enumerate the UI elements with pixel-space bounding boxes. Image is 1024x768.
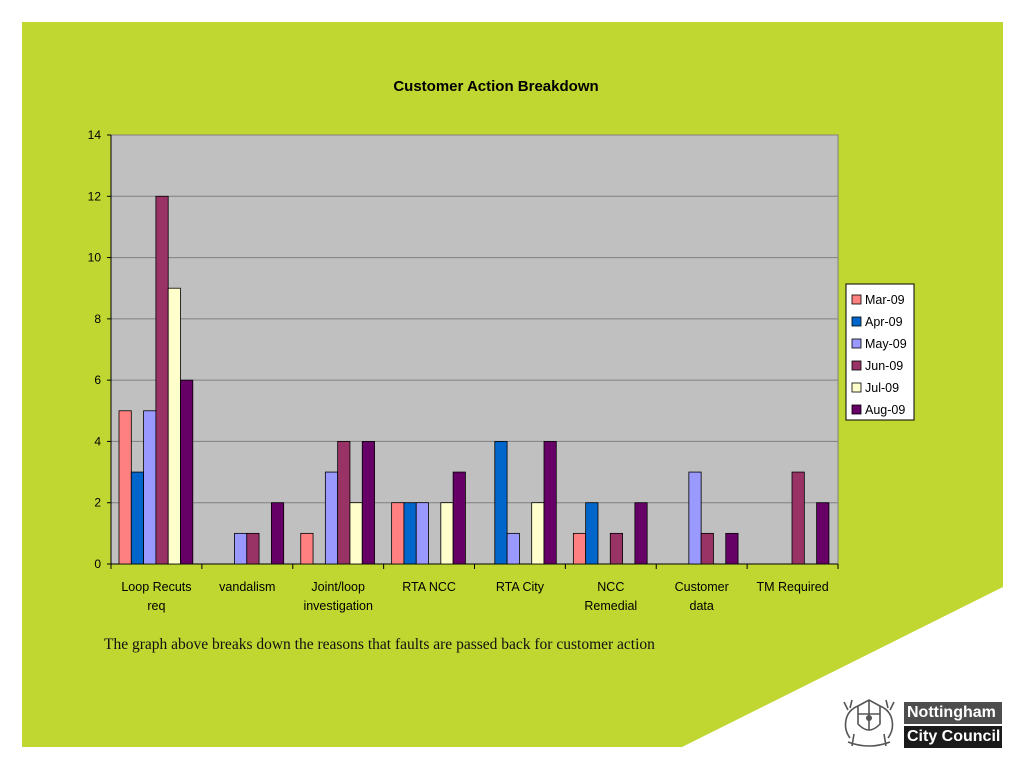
x-category-label: vandalism xyxy=(219,580,275,594)
y-tick-label: 10 xyxy=(88,251,102,265)
x-axis: Loop Recuts req vandalism Joint/loop investi… xyxy=(110,563,839,613)
bar-aug-09 xyxy=(270,502,285,565)
y-tick-label: 12 xyxy=(88,189,102,203)
bar-apr-09 xyxy=(403,502,417,565)
bar-jul-09 xyxy=(440,502,454,565)
bar-jun-09 xyxy=(155,195,169,565)
legend-swatch xyxy=(851,294,862,305)
bar-aug-09 xyxy=(361,441,375,565)
legend-label: Jun-09 xyxy=(865,359,903,373)
x-category-label: TM Required xyxy=(756,580,828,594)
y-tick-label: 8 xyxy=(94,312,101,326)
legend-label: Apr-09 xyxy=(865,315,903,329)
bar-may-09 xyxy=(415,502,429,565)
logo-text-nottingham: Nottingham xyxy=(904,702,1002,724)
legend-box xyxy=(845,283,915,421)
bar-jul-09 xyxy=(531,502,545,565)
bar-jun-09 xyxy=(246,532,260,565)
legend-label: Mar-09 xyxy=(865,293,905,307)
bar-aug-09 xyxy=(180,379,194,565)
bar-jul-09 xyxy=(349,502,363,565)
bar-jun-09 xyxy=(609,532,623,565)
coat-of-arms-icon xyxy=(843,699,895,747)
legend: Mar-09 Apr-09 May-09 Jun-09 Jul-09 Aug-09 xyxy=(845,283,915,421)
x-category-label: Loop Recuts req xyxy=(121,580,191,613)
council-logo: Nottingham City Council xyxy=(838,696,1004,752)
bar-mar-09 xyxy=(300,532,314,565)
legend-swatch xyxy=(851,360,862,371)
legend-swatch xyxy=(851,382,862,393)
bar-apr-09 xyxy=(585,502,599,565)
bars xyxy=(118,195,830,565)
chart-caption: The graph above breaks down the reasons … xyxy=(104,636,655,653)
bar-jul-09 xyxy=(167,287,181,565)
legend-label: Aug-09 xyxy=(865,403,905,417)
bar-may-09 xyxy=(143,410,157,565)
bar-may-09 xyxy=(324,471,339,565)
gridlines xyxy=(111,195,838,504)
bar-aug-09 xyxy=(634,502,648,565)
bar-apr-09 xyxy=(130,471,145,565)
legend-label: Jul-09 xyxy=(865,381,899,395)
bar-may-09 xyxy=(688,471,702,565)
logo-text-city-council: City Council xyxy=(904,726,1002,748)
legend-label: May-09 xyxy=(865,337,907,351)
bar-may-09 xyxy=(506,532,520,565)
bar-aug-09 xyxy=(452,471,466,565)
y-tick-label: 4 xyxy=(94,434,101,448)
bar-aug-09 xyxy=(816,502,830,565)
bar-aug-09 xyxy=(543,441,557,565)
y-axis: 0 2 4 6 8 10 12 14 xyxy=(88,128,112,571)
y-tick-label: 0 xyxy=(94,557,101,571)
y-tick-label: 6 xyxy=(94,373,101,387)
bar-mar-09 xyxy=(118,410,132,565)
bar-mar-09 xyxy=(572,532,587,565)
bar-apr-09 xyxy=(494,441,508,565)
bar-may-09 xyxy=(234,532,248,565)
legend-swatch xyxy=(851,404,862,415)
legend-swatch xyxy=(851,338,862,349)
x-category-label: Customer data xyxy=(675,580,729,613)
y-tick-label: 2 xyxy=(94,496,101,510)
bar-mar-09 xyxy=(391,502,405,565)
x-category-label: RTA NCC xyxy=(402,580,456,594)
plot-area xyxy=(110,134,839,565)
bar-jun-09 xyxy=(337,441,351,565)
bar-chart: Customer Action Breakdown 0 2 4 6 8 10 12 14 Lo… xyxy=(88,78,915,613)
legend-swatch xyxy=(851,316,862,327)
chart-title: Customer Action Breakdown xyxy=(393,78,598,95)
x-category-label: RTA City xyxy=(496,580,545,594)
bar-aug-09 xyxy=(725,532,739,565)
x-category-label: NCC Remedial xyxy=(584,580,637,613)
bar-jun-09 xyxy=(791,471,805,565)
bar-jun-09 xyxy=(700,532,714,565)
x-category-label: Joint/loop investigation xyxy=(303,580,373,613)
y-tick-label: 14 xyxy=(88,128,102,142)
